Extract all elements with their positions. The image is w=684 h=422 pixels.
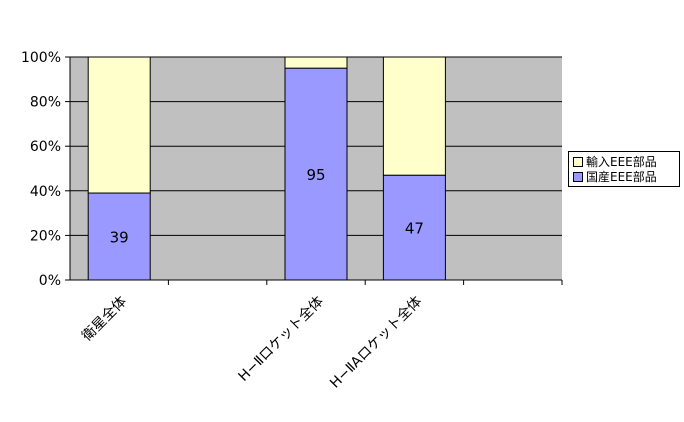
category-label: 衛星全体 <box>78 293 130 345</box>
bar-segment <box>87 56 151 194</box>
data-label: 47 <box>405 220 424 238</box>
y-tick-label: 60% <box>30 139 61 155</box>
bar-segment <box>284 56 348 69</box>
bar-segment <box>284 67 348 281</box>
legend-item-imported: 輸入EEE部品 <box>573 154 679 169</box>
bar-segment <box>382 56 446 176</box>
legend-label-domestic: 国産EEE部品 <box>586 170 657 184</box>
legend-item-domestic: 国産EEE部品 <box>573 169 679 184</box>
legend-label-imported: 輸入EEE部品 <box>586 155 657 169</box>
y-tick-label: 0% <box>39 273 61 289</box>
y-tick-label: 100% <box>21 50 61 66</box>
y-tick-label: 80% <box>30 95 61 111</box>
bar-segment <box>87 192 151 281</box>
legend-swatch-imported <box>573 156 583 167</box>
y-tick-label: 20% <box>30 228 61 244</box>
category-label: H−ⅡAロケット全体 <box>326 293 425 392</box>
legend: 輸入EEE部品 国産EEE部品 <box>568 151 680 187</box>
data-label: 95 <box>306 166 325 184</box>
category-label: H−Ⅱロケット全体 <box>235 293 327 385</box>
data-label: 39 <box>110 229 129 247</box>
y-tick-label: 40% <box>30 184 61 200</box>
legend-swatch-domestic <box>573 171 583 182</box>
